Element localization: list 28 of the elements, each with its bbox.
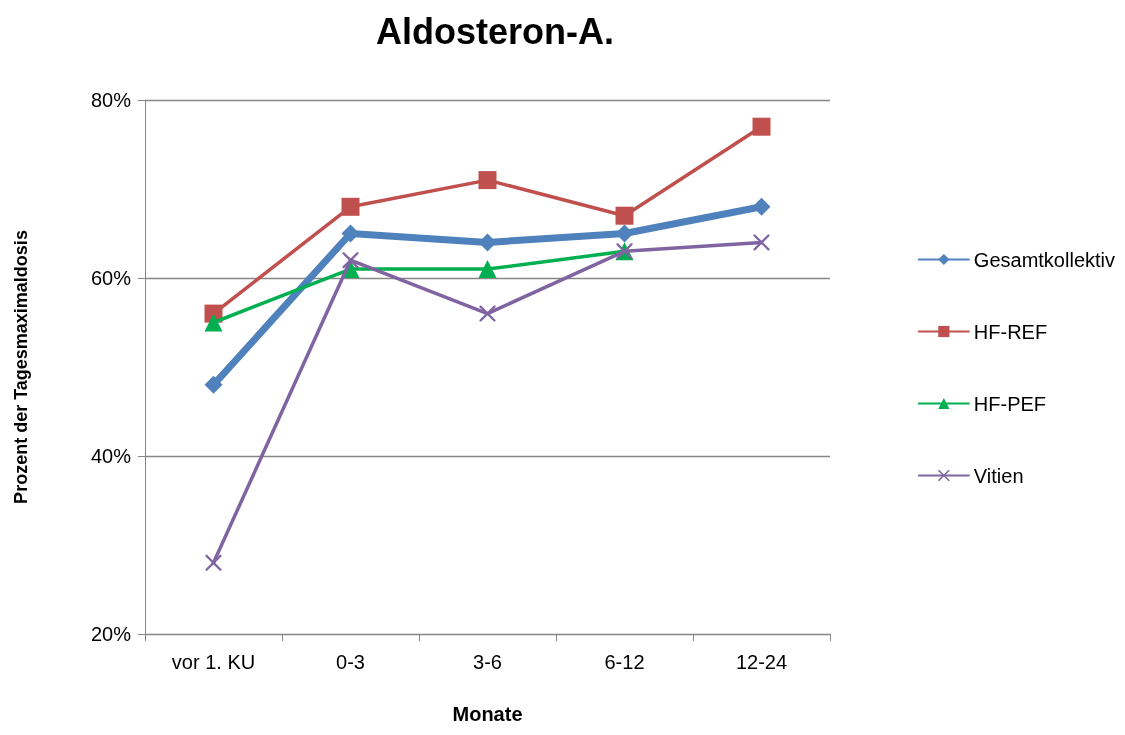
- legend-label: HF-PEF: [973, 392, 1047, 415]
- legend-label: HF-REF: [973, 320, 1048, 343]
- point: [478, 171, 497, 190]
- point: [478, 260, 497, 279]
- y-axis-title: Prozent der Tagesmaximaldosis: [11, 230, 31, 504]
- x-tick-label: 0-3: [336, 651, 365, 673]
- chart-title: Aldosteron-A.: [376, 10, 614, 52]
- point: [615, 206, 634, 225]
- y-tick-label: 20%: [90, 623, 132, 645]
- x-axis-title: Monate: [452, 703, 523, 725]
- point: [479, 305, 496, 322]
- point: [342, 252, 359, 269]
- point: [204, 313, 223, 332]
- x-tick-label: 12-24: [735, 651, 788, 673]
- point: [752, 197, 771, 216]
- y-tick-label: 80%: [90, 89, 132, 111]
- x-tick-label: 6-12: [604, 651, 645, 673]
- point: [204, 375, 223, 394]
- point: [753, 234, 770, 251]
- point: [752, 117, 771, 136]
- y-tick-label: 60%: [90, 267, 132, 289]
- x-tick-label: vor 1. KU: [171, 651, 256, 673]
- x-tick-label: 3-6: [473, 651, 502, 673]
- y-tick-label: 40%: [90, 445, 132, 467]
- point: [341, 197, 360, 216]
- legend-label: Gesamtkollektiv: [973, 248, 1115, 271]
- legend-label: Vitien: [973, 464, 1024, 487]
- point: [205, 554, 222, 571]
